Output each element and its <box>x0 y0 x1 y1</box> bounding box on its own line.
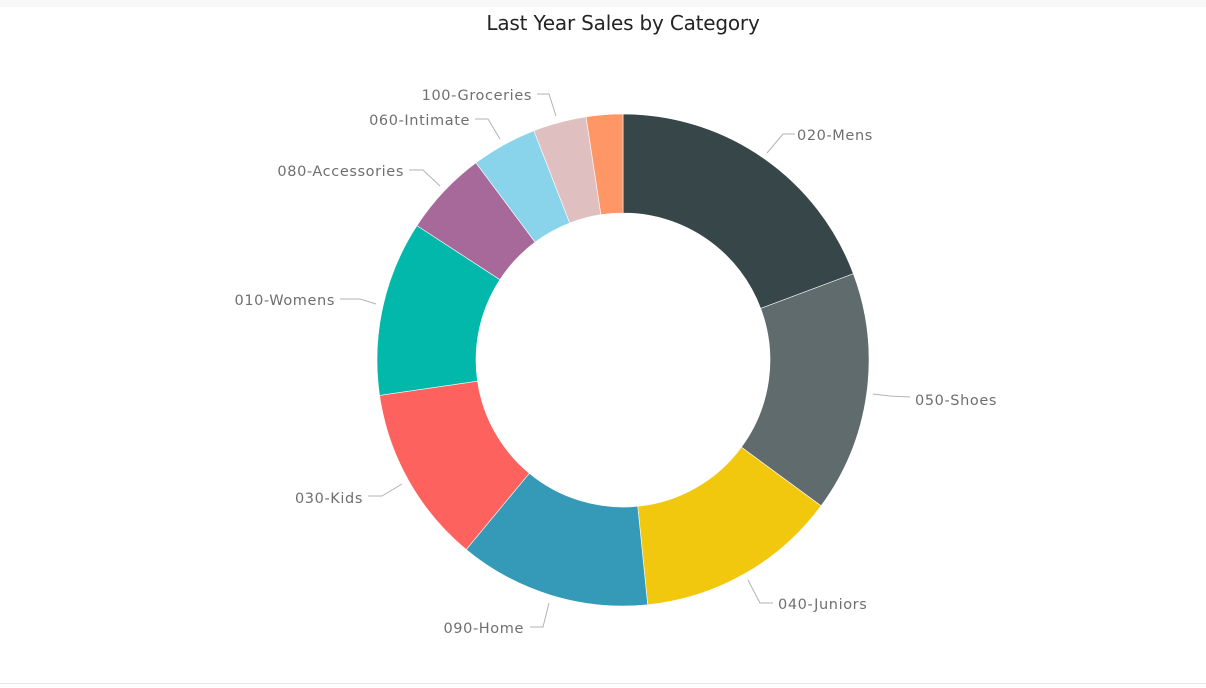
visual-bottom-border <box>0 683 1206 684</box>
data-label-090-home: 090-Home <box>443 621 524 637</box>
leader-line <box>409 169 441 187</box>
leader-line <box>766 133 795 154</box>
data-label-060-intimate: 060-Intimate <box>369 113 470 129</box>
slice-020-mens[interactable] <box>622 113 854 309</box>
leader-line <box>475 118 501 140</box>
leader-line <box>872 393 911 398</box>
leader-line <box>340 298 377 305</box>
data-label-050-shoes: 050-Shoes <box>915 393 997 409</box>
leader-line <box>537 93 557 117</box>
visual-header-strip <box>0 0 1206 7</box>
leader-line <box>368 483 403 497</box>
data-label-040-juniors: 040-Juniors <box>778 597 867 613</box>
donut-slices[interactable] <box>376 113 870 607</box>
data-label-100-groceries: 100-Groceries <box>422 88 532 104</box>
leader-line <box>530 602 550 628</box>
data-labels: 020-Mens 050-Shoes 040-Juniors 090-Home 030-… <box>235 88 997 637</box>
data-label-030-kids: 030-Kids <box>295 491 363 507</box>
data-label-080-accessories: 080-Accessories <box>277 164 404 180</box>
data-label-020-mens: 020-Mens <box>797 128 873 144</box>
slice-unlabeled[interactable] <box>585 113 624 216</box>
leader-line <box>747 579 773 604</box>
data-label-010-womens: 010-Womens <box>235 293 335 309</box>
chart-title: Last Year Sales by Category <box>486 11 760 35</box>
